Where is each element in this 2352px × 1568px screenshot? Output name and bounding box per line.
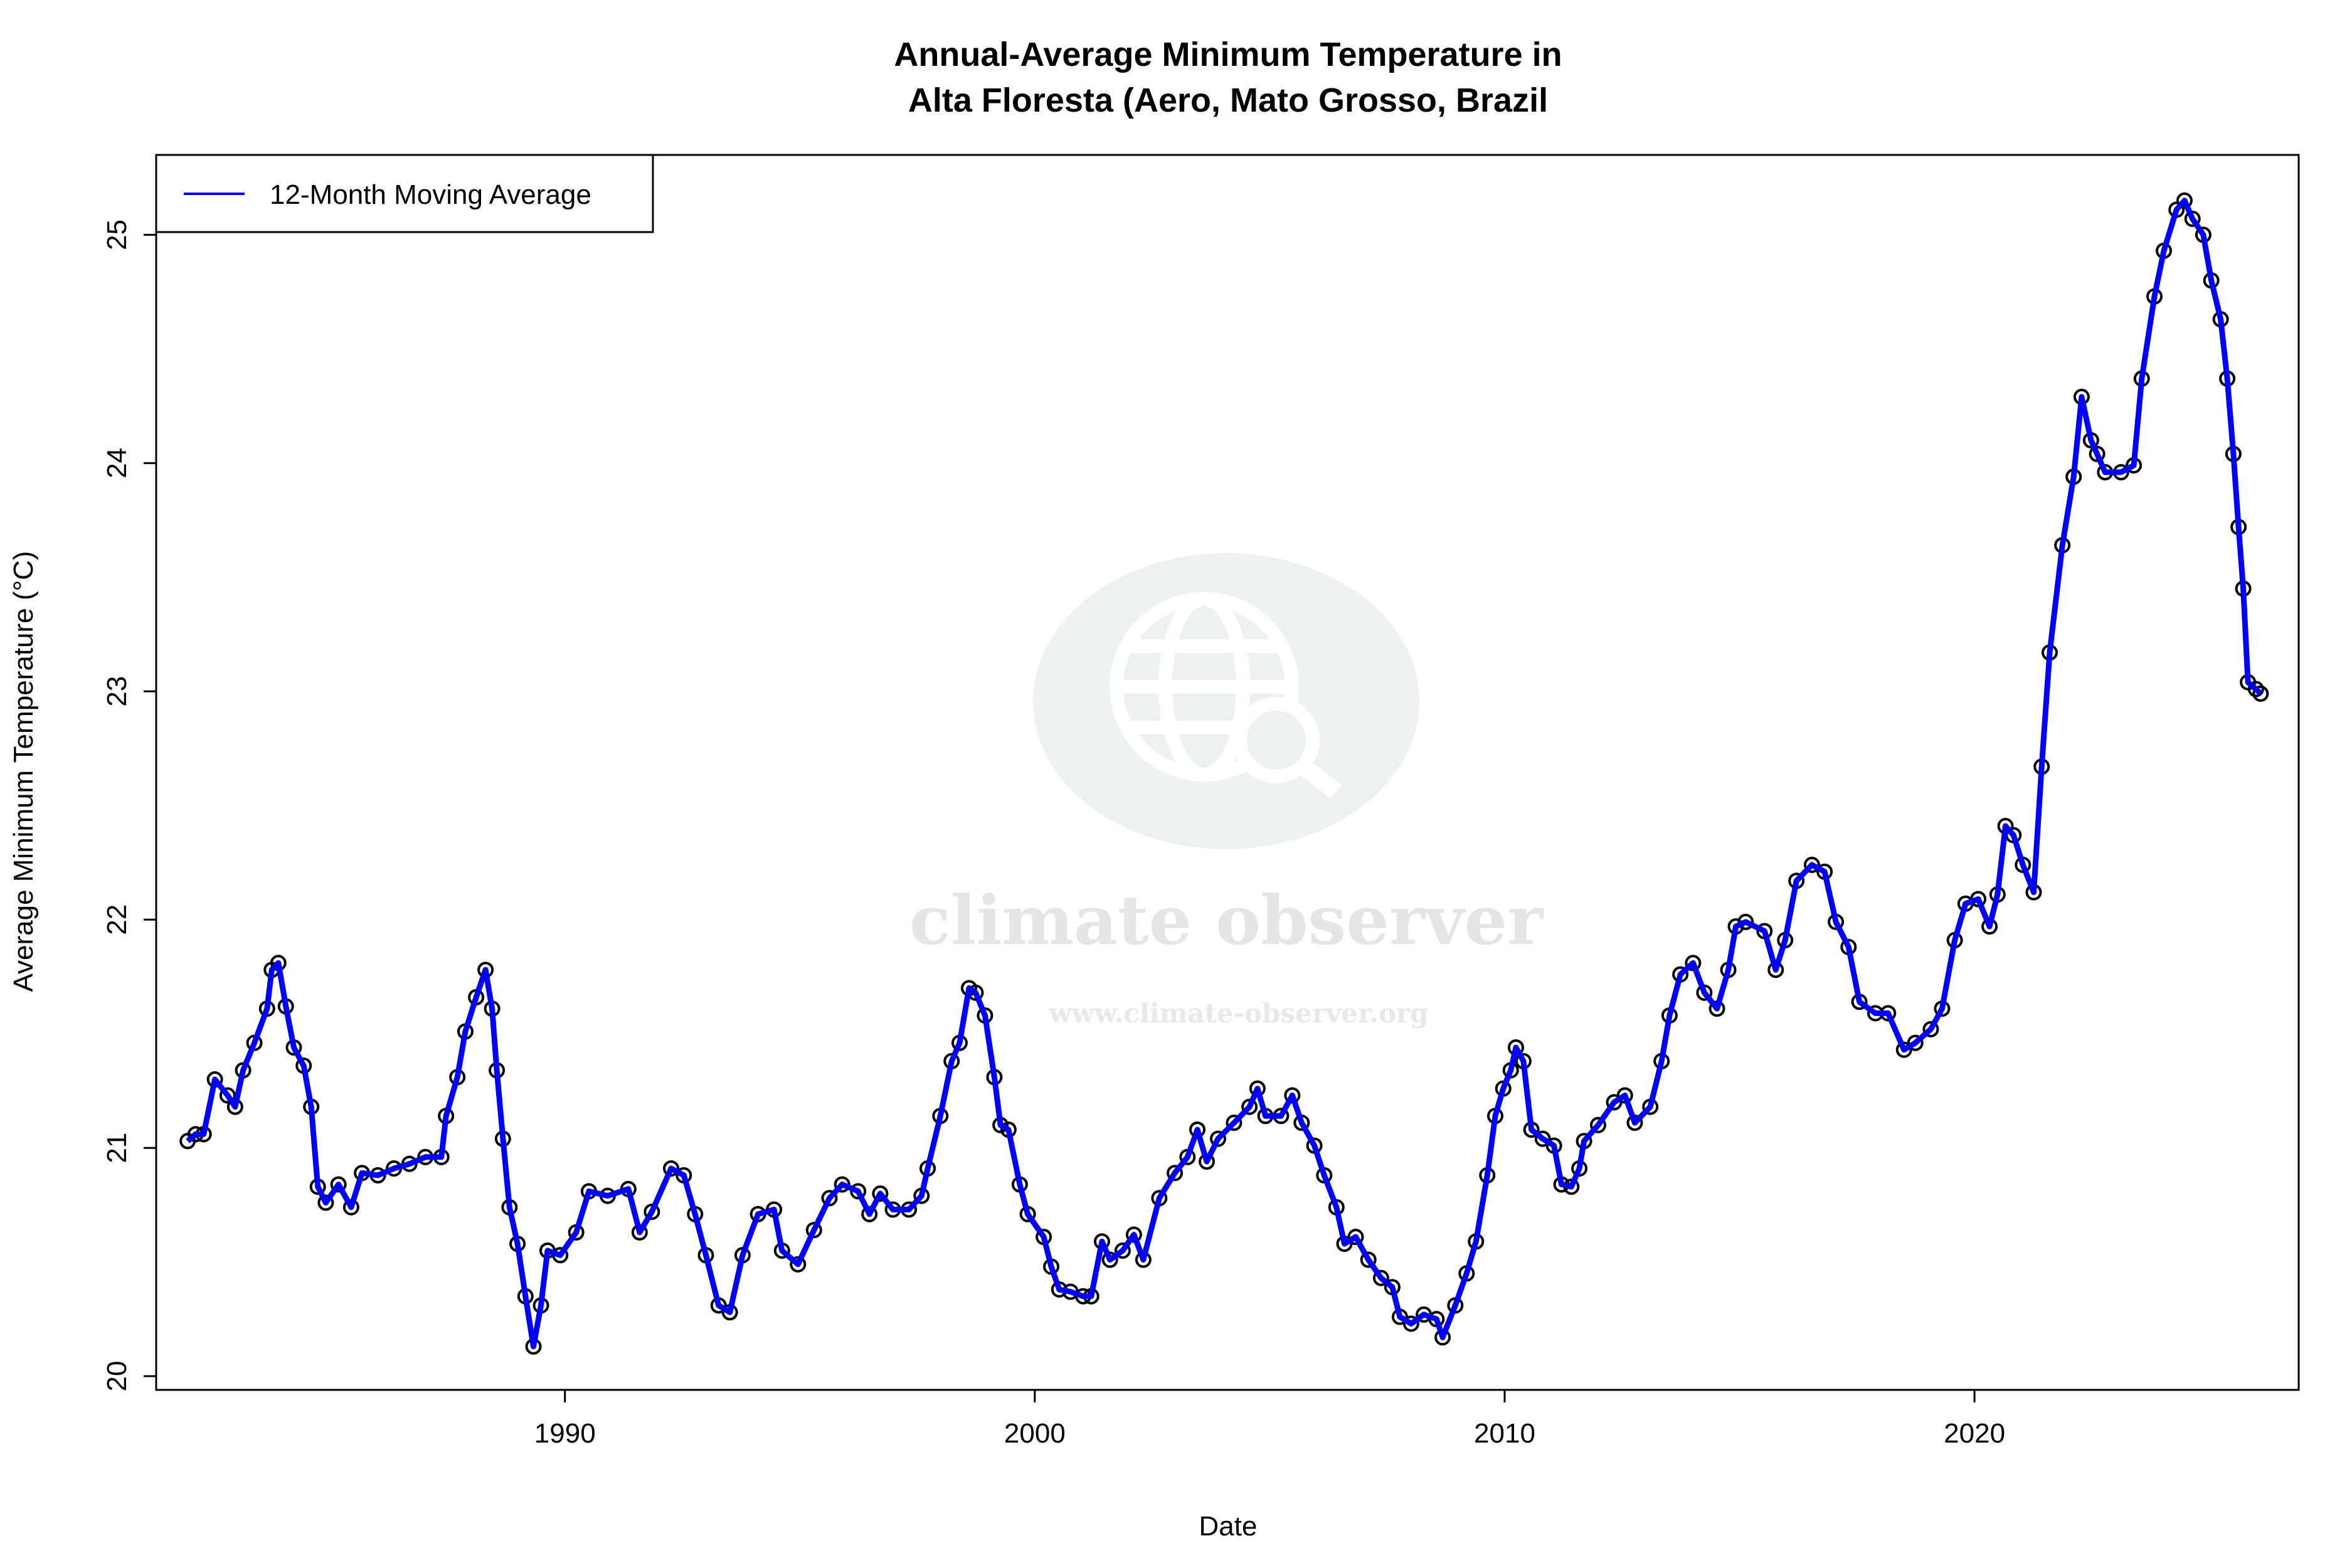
y-tick-label: 23 — [102, 676, 132, 707]
y-tick-label: 25 — [102, 220, 132, 250]
data-point — [219, 1087, 236, 1104]
data-point — [1803, 856, 1820, 873]
y-tick-label: 22 — [102, 904, 132, 935]
data-point — [1372, 1269, 1389, 1286]
globe-search-icon — [1110, 592, 1342, 799]
y-tick-label: 21 — [102, 1133, 132, 1163]
data-point — [1210, 1130, 1227, 1147]
y-tick-label: 20 — [102, 1361, 132, 1392]
data-point — [861, 1205, 878, 1222]
series-line — [186, 198, 2263, 1350]
y-axis: 20 21 22 23 24 25 — [102, 220, 156, 1392]
watermark-brand: climate observer — [909, 881, 1545, 960]
data-point — [2247, 681, 2264, 697]
x-axis-label: Date — [1199, 1511, 1258, 1542]
y-axis-label: Average Minimum Temperature (°C) — [8, 551, 39, 992]
data-point — [1922, 1020, 1939, 1037]
data-point — [1347, 1229, 1364, 1246]
data-point — [1360, 1251, 1377, 1268]
data-point — [1402, 1315, 1419, 1332]
data-point — [872, 1185, 889, 1202]
data-point — [330, 1176, 347, 1193]
data-point — [1226, 1115, 1242, 1131]
watermark-url: www.climate-observer.org — [1049, 998, 1429, 1029]
chart-title-line-2: Alta Floresta (Aero, Mato Grosso, Brazil — [908, 82, 1548, 119]
data-point — [317, 1194, 334, 1211]
y-tick-label: 24 — [102, 448, 132, 479]
data-point — [2252, 685, 2269, 702]
x-tick-label: 2020 — [1944, 1418, 2005, 1449]
data-point — [790, 1256, 807, 1273]
data-point — [1737, 913, 1754, 930]
data-point — [1114, 1242, 1131, 1259]
data-point — [1167, 1165, 1184, 1182]
legend: 12-Month Moving Average — [155, 154, 654, 233]
x-tick-label: 2010 — [1474, 1418, 1535, 1449]
x-tick-label: 2000 — [1004, 1418, 1066, 1449]
series-12-month-moving-average — [179, 192, 2269, 1355]
data-point — [805, 1222, 822, 1239]
plot-frame — [155, 154, 2300, 1391]
legend-entry-label: 12-Month Moving Average — [270, 179, 591, 210]
x-axis: 1990 2000 2010 2020 — [534, 1390, 2005, 1449]
watermark: climate observer www.climate-observer.or… — [909, 553, 1545, 1029]
chart-title-line-1: Annual-Average Minimum Temperature in — [894, 36, 1562, 73]
data-point — [821, 1190, 838, 1207]
x-tick-label: 1990 — [534, 1418, 596, 1449]
data-point — [1907, 1034, 1924, 1051]
data-point — [1590, 1116, 1607, 1133]
